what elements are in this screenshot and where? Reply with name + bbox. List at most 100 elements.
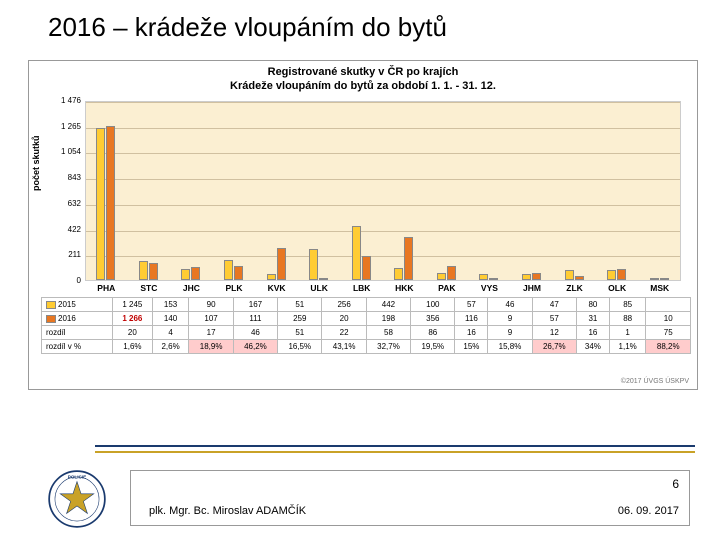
x-label: ULK [299,283,339,293]
table-cell: 57 [532,312,576,326]
gridline [86,128,680,129]
table-cell: 259 [278,312,322,326]
gridline [86,179,680,180]
bar-2016 [489,278,498,280]
table-cell: 43,1% [322,340,366,354]
bar-group [224,260,243,280]
gridline [86,256,680,257]
x-label: OLK [597,283,637,293]
x-label: HKK [384,283,424,293]
gridline [86,153,680,154]
bar-2016 [234,266,243,280]
y-tick: 0 [51,276,81,285]
table-cell: 19,5% [411,340,455,354]
x-label: JHM [512,283,552,293]
table-cell: 20 [322,312,366,326]
x-label: ZLK [555,283,595,293]
table-cell: 256 [322,298,366,312]
bar-2015 [650,278,659,280]
table-cell: 88 [609,312,646,326]
chart-title-line1: Registrované skutky v ČR po krajích [268,66,459,78]
x-label: PLK [214,283,254,293]
bar-2016 [404,237,413,280]
row-header: rozdíl [42,326,113,340]
police-logo: POLICIE [48,470,106,528]
table-cell: 18,9% [189,340,233,354]
table-cell: 10 [646,312,691,326]
bar-group [607,269,626,280]
table-cell: 167 [233,298,277,312]
table-cell: 26,7% [532,340,576,354]
bar-2015 [479,274,488,280]
data-table: 20151 2451539016751256442100574647808520… [41,297,691,354]
bar-2016 [191,267,200,280]
svg-text:POLICIE: POLICIE [68,475,87,480]
table-cell: 57 [455,298,488,312]
bar-2016 [106,126,115,280]
bar-2015 [607,270,616,280]
bar-group [309,249,328,280]
bar-2015 [437,273,446,280]
table-cell: 9 [488,326,532,340]
table-cell: 1 [609,326,646,340]
footer-bar: 6 plk. Mgr. Bc. Miroslav ADAMČÍK 06. 09.… [130,470,690,526]
bar-group [96,126,115,280]
decor-lines [95,440,695,460]
x-label: KVK [257,283,297,293]
legend-swatch [46,301,56,309]
bar-group [522,273,541,280]
table-cell: 88,2% [646,340,691,354]
table-cell: 153 [152,298,189,312]
table-cell: 15% [455,340,488,354]
table-cell: 4 [152,326,189,340]
bar-2016 [532,273,541,280]
legend-swatch [46,315,56,323]
table-cell: 46,2% [233,340,277,354]
bar-2015 [352,226,361,280]
table-cell: 2,6% [152,340,189,354]
table-cell: 356 [411,312,455,326]
table-cell: 34% [577,340,610,354]
bar-group [437,266,456,280]
x-label: JHC [171,283,211,293]
table-cell: 17 [189,326,233,340]
row-header: rozdíl v % [42,340,113,354]
gridline [86,231,680,232]
bar-group [479,274,498,280]
table-cell: 80 [577,298,610,312]
gridline [86,102,680,103]
table-cell: 85 [609,298,646,312]
bar-group [139,261,158,280]
y-tick: 1 054 [51,147,81,156]
bar-2016 [277,248,286,280]
y-tick: 843 [51,173,81,182]
bar-2016 [447,266,456,280]
bar-group [565,270,584,280]
table-cell: 51 [278,298,322,312]
table-cell: 100 [411,298,455,312]
table-cell: 15,8% [488,340,532,354]
slide-title: 2016 – krádeže vloupáním do bytů [0,0,720,51]
bar-group [394,237,413,280]
y-tick: 1 265 [51,122,81,131]
y-axis-label: počet skutků [31,135,41,191]
bar-2016 [319,278,328,280]
table-cell: 46 [233,326,277,340]
table-cell: 12 [532,326,576,340]
bar-2015 [522,274,531,280]
bar-2015 [181,269,190,280]
bar-2015 [267,274,276,280]
bar-2016 [575,276,584,280]
chart-title: Registrované skutky v ČR po krajích Krád… [29,61,697,94]
table-cell: 75 [646,326,691,340]
table-cell: 22 [322,326,366,340]
table-cell: 198 [366,312,410,326]
x-label: PHA [86,283,126,293]
bar-2016 [149,263,158,280]
x-label: MSK [640,283,680,293]
gridline [86,205,680,206]
table-cell: 1,1% [609,340,646,354]
y-tick: 422 [51,225,81,234]
table-cell: 46 [488,298,532,312]
bar-2015 [565,270,574,280]
